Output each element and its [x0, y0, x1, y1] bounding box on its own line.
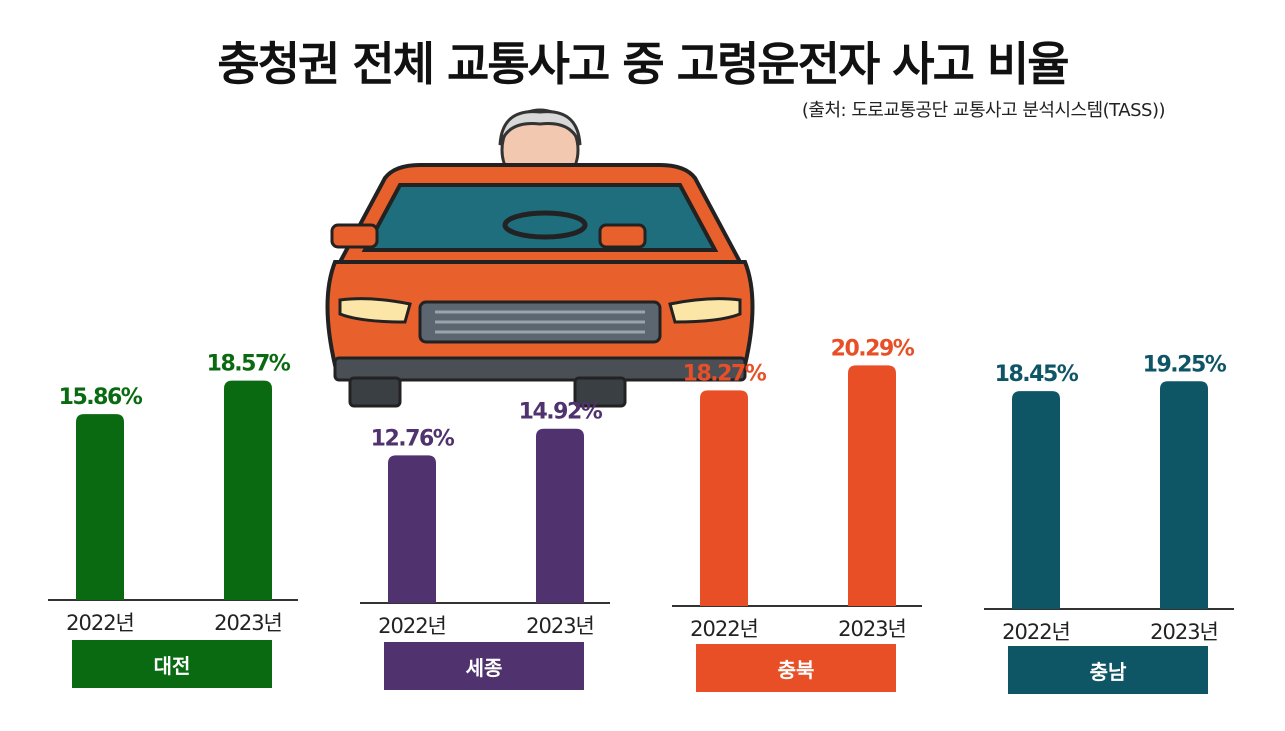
data-label: 12.76% [371, 426, 455, 451]
bar-2022 [76, 414, 124, 600]
bar-2022 [388, 455, 436, 603]
year-tick-label: 2022년 [66, 611, 134, 635]
bar-2022 [700, 390, 748, 606]
data-label: 20.29% [831, 336, 915, 361]
bar-2023 [848, 365, 896, 606]
year-tick-label: 2023년 [214, 611, 282, 635]
data-label: 18.27% [683, 361, 767, 386]
year-tick-label: 2022년 [1002, 620, 1070, 644]
bar-2023 [1160, 381, 1208, 609]
data-label: 15.86% [59, 385, 143, 410]
source-note: (출처: 도로교통공단 교통사고 분석시스템(TASS)) [801, 100, 1166, 121]
year-tick-label: 2023년 [526, 614, 594, 638]
bar-2023 [224, 380, 272, 600]
region-label-chungbuk: 충북 [696, 644, 896, 692]
year-tick-label: 2022년 [378, 614, 446, 638]
bar-2023 [536, 428, 584, 603]
data-label: 19.25% [1143, 352, 1227, 377]
year-tick-label: 2022년 [690, 617, 758, 641]
year-tick-label: 2023년 [838, 617, 906, 641]
data-label: 18.57% [207, 352, 291, 377]
region-label-chungnam: 충남 [1008, 646, 1208, 694]
year-tick-label: 2023년 [1150, 620, 1218, 644]
region-label-sejong: 세종 [384, 642, 584, 690]
page-title: 충청권 전체 교통사고 중 고령운전자 사고 비율 [217, 37, 1069, 91]
data-label: 14.92% [519, 400, 603, 425]
bar-2022 [1012, 391, 1060, 609]
data-label: 18.45% [995, 362, 1079, 387]
region-label-daejeon: 대전 [72, 640, 272, 688]
